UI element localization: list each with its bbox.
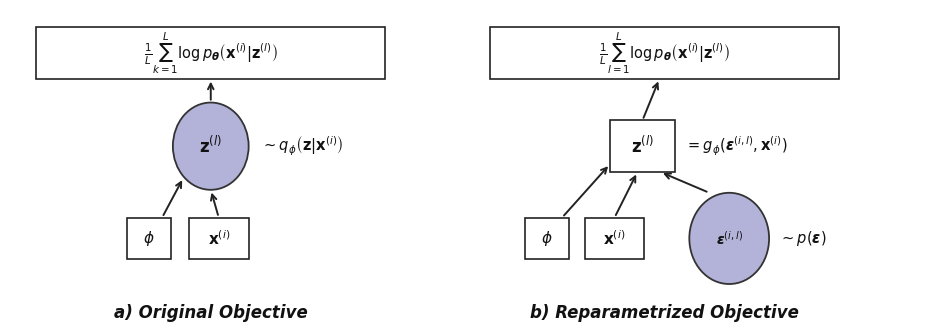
- Ellipse shape: [689, 193, 769, 284]
- FancyBboxPatch shape: [610, 120, 675, 172]
- FancyBboxPatch shape: [36, 27, 385, 79]
- FancyBboxPatch shape: [585, 217, 644, 259]
- Text: $\mathbf{x}^{(i)}$: $\mathbf{x}^{(i)}$: [207, 229, 230, 248]
- Text: $= g_{\phi}\left(\boldsymbol{\epsilon}^{(i,l)}, \mathbf{x}^{(i)}\right)$: $= g_{\phi}\left(\boldsymbol{\epsilon}^{…: [684, 135, 788, 158]
- Text: $\sim q_{\phi}\left(\mathbf{z}|\mathbf{x}^{(i)}\right)$: $\sim q_{\phi}\left(\mathbf{z}|\mathbf{x…: [260, 135, 343, 158]
- Text: $\mathbf{z}^{(l)}$: $\mathbf{z}^{(l)}$: [631, 136, 654, 157]
- Text: b) Reparametrized Objective: b) Reparametrized Objective: [530, 304, 799, 322]
- Ellipse shape: [173, 103, 248, 190]
- Text: $\phi$: $\phi$: [143, 229, 154, 248]
- Text: $\boldsymbol{\epsilon}^{(i,l)}$: $\boldsymbol{\epsilon}^{(i,l)}$: [716, 229, 743, 247]
- Text: $\phi$: $\phi$: [541, 229, 552, 248]
- Text: $\frac{1}{L}\sum_{k=1}^{L} \log p_{\boldsymbol{\theta}}\left(\mathbf{x}^{(i)}|\m: $\frac{1}{L}\sum_{k=1}^{L} \log p_{\bold…: [144, 30, 278, 75]
- Text: $\mathbf{x}^{(i)}$: $\mathbf{x}^{(i)}$: [604, 229, 626, 248]
- FancyBboxPatch shape: [127, 217, 171, 259]
- Text: $\mathbf{z}^{(l)}$: $\mathbf{z}^{(l)}$: [199, 136, 222, 157]
- FancyBboxPatch shape: [189, 217, 248, 259]
- Text: $\sim p(\boldsymbol{\epsilon})$: $\sim p(\boldsymbol{\epsilon})$: [779, 229, 827, 248]
- FancyBboxPatch shape: [490, 27, 839, 79]
- FancyBboxPatch shape: [525, 217, 568, 259]
- Text: a) Original Objective: a) Original Objective: [113, 304, 308, 322]
- Text: $\frac{1}{L}\sum_{l=1}^{L} \log p_{\boldsymbol{\theta}}\left(\mathbf{x}^{(i)}|\m: $\frac{1}{L}\sum_{l=1}^{L} \log p_{\bold…: [599, 30, 730, 75]
